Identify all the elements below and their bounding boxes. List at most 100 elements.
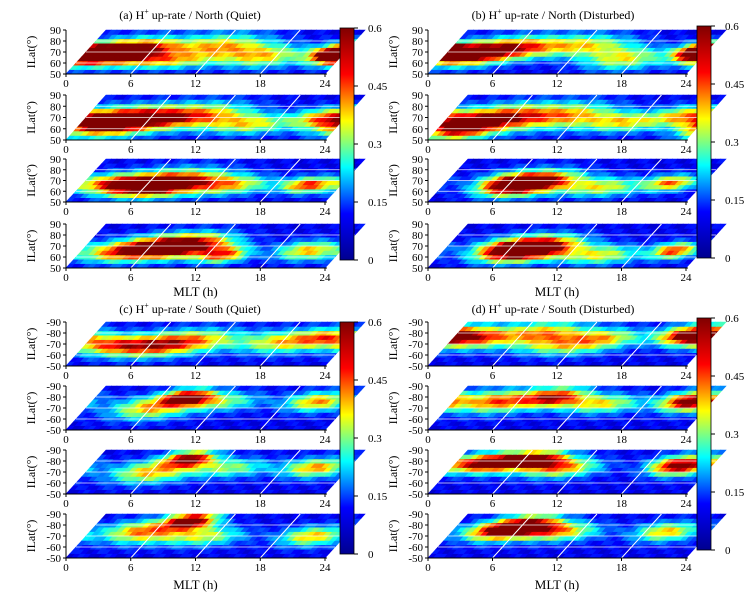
y-tick-label: 70 bbox=[412, 241, 424, 253]
y-tick-label: 90 bbox=[50, 219, 62, 231]
y-axis-label: ILat(°) bbox=[386, 36, 400, 69]
x-tick-label: 12 bbox=[552, 78, 563, 90]
panel-title: (c) H+ up-rate / South (Quiet) bbox=[119, 301, 261, 316]
title-ion: H bbox=[136, 8, 145, 22]
y-tick-label: 50 bbox=[50, 197, 62, 209]
x-tick-label: 0 bbox=[425, 272, 431, 284]
y-tick-label: 50 bbox=[412, 69, 424, 81]
x-tick-label: 24 bbox=[320, 78, 332, 90]
x-tick-label: 18 bbox=[255, 78, 267, 90]
x-tick-label: 18 bbox=[616, 272, 628, 284]
panel-b: (b) H+ up-rate / North (Disturbed)506070… bbox=[386, 7, 745, 299]
y-axis-label: ILat(°) bbox=[386, 230, 400, 263]
title-text: up-rate / South (Quiet) bbox=[149, 302, 261, 316]
y-tick-label: 50 bbox=[50, 135, 62, 147]
x-tick-label: 6 bbox=[490, 144, 496, 156]
x-tick-label: 6 bbox=[490, 272, 496, 284]
y-tick-label: 50 bbox=[50, 263, 62, 275]
x-tick-label: 6 bbox=[490, 78, 496, 90]
panel-a: (a) H+ up-rate / North (Quiet)5060708090… bbox=[24, 7, 388, 299]
y-tick-label: 90 bbox=[412, 154, 424, 166]
title-text: up-rate / North (Quiet) bbox=[149, 8, 261, 22]
y-tick-label: 60 bbox=[412, 124, 424, 136]
heatmap-cell bbox=[354, 29, 366, 35]
panel-c: (c) H+ up-rate / South (Quiet) -50-60-70-… bbox=[24, 301, 388, 592]
y-tick-label: 70 bbox=[50, 176, 62, 188]
title-ion: H bbox=[136, 302, 145, 316]
y-tick-label: 80 bbox=[50, 101, 62, 113]
x-tick-label: 6 bbox=[128, 78, 134, 90]
colorbar-tick-label: 0.6 bbox=[725, 21, 739, 33]
x-tick-label: 24 bbox=[681, 78, 693, 90]
y-axis-label: ILat(°) bbox=[24, 101, 38, 134]
x-tick-label: 12 bbox=[552, 272, 563, 284]
x-tick-label: 6 bbox=[128, 144, 134, 156]
y-axis-label: ILat(°) bbox=[24, 328, 38, 361]
x-tick-label: 24 bbox=[681, 206, 693, 218]
panel-label: (c) bbox=[119, 302, 135, 316]
y-tick-label: 80 bbox=[412, 36, 424, 48]
x-tick-label: 0 bbox=[425, 144, 431, 156]
y-tick-label: 50 bbox=[50, 69, 62, 81]
colorbar-tick-label: 0.6 bbox=[368, 23, 382, 35]
x-tick-label: 0 bbox=[425, 78, 431, 90]
y-tick-label: 70 bbox=[412, 176, 424, 188]
x-tick-label: 18 bbox=[616, 78, 628, 90]
y-tick-label: 60 bbox=[50, 124, 62, 136]
x-tick-label: 0 bbox=[63, 78, 69, 90]
y-tick-label: 70 bbox=[412, 113, 424, 125]
colorbar-tick-label: 0 bbox=[368, 255, 374, 267]
x-tick-label: 0 bbox=[425, 206, 431, 218]
y-tick-label: 80 bbox=[412, 101, 424, 113]
x-tick-label: 24 bbox=[320, 272, 332, 284]
title-text: up-rate / North (Disturbed) bbox=[502, 8, 635, 22]
y-axis-label: ILat(°) bbox=[24, 36, 38, 69]
x-tick-label: 18 bbox=[616, 144, 628, 156]
x-tick-label: 24 bbox=[681, 144, 693, 156]
colorbar-bar bbox=[339, 27, 355, 261]
x-tick-label: 18 bbox=[616, 206, 628, 218]
y-tick-label: 90 bbox=[50, 25, 62, 37]
y-tick-label: 80 bbox=[50, 36, 62, 48]
colorbar-tick-label: 0.45 bbox=[368, 81, 388, 93]
y-tick-label: 80 bbox=[50, 230, 62, 242]
y-tick-label: 80 bbox=[412, 165, 424, 177]
x-tick-label: 12 bbox=[190, 144, 201, 156]
colorbar-tick-label: 0 bbox=[725, 253, 731, 265]
x-tick-label: 24 bbox=[681, 272, 693, 284]
y-tick-label: 60 bbox=[50, 186, 62, 198]
y-tick-label: 60 bbox=[412, 58, 424, 70]
y-axis-label: ILat(°) bbox=[386, 101, 400, 134]
y-tick-label: 80 bbox=[50, 165, 62, 177]
y-tick-label: 70 bbox=[50, 113, 62, 125]
y-axis-label: ILat(°) bbox=[386, 164, 400, 197]
x-axis-label: MLT (h) bbox=[535, 284, 579, 299]
y-tick-label: 50 bbox=[412, 135, 424, 147]
x-tick-label: 18 bbox=[255, 206, 267, 218]
y-tick-label: 50 bbox=[412, 263, 424, 275]
title-ion: H bbox=[489, 8, 498, 22]
y-tick-label: 90 bbox=[412, 219, 424, 231]
x-tick-label: 12 bbox=[190, 78, 201, 90]
y-tick-label: -50 bbox=[46, 361, 61, 373]
y-axis-label: ILat(°) bbox=[24, 164, 38, 197]
y-tick-label: 90 bbox=[412, 90, 424, 102]
panels: (a) H+ up-rate / North (Quiet)5060708090… bbox=[24, 7, 745, 592]
x-tick-label: 0 bbox=[63, 144, 69, 156]
x-tick-label: 24 bbox=[320, 206, 332, 218]
panel-title: (a) H+ up-rate / North (Quiet) bbox=[119, 7, 260, 22]
y-axis-label: ILat(°) bbox=[24, 230, 38, 263]
y-tick-label: 70 bbox=[412, 47, 424, 59]
x-tick-label: 12 bbox=[552, 206, 563, 218]
y-tick-label: -70 bbox=[46, 339, 61, 351]
colorbar: 00.150.30.450.6 bbox=[339, 23, 388, 267]
y-tick-label: 60 bbox=[50, 252, 62, 264]
colorbar-tick-label: 0.15 bbox=[725, 195, 745, 207]
x-tick-label: 12 bbox=[552, 144, 563, 156]
